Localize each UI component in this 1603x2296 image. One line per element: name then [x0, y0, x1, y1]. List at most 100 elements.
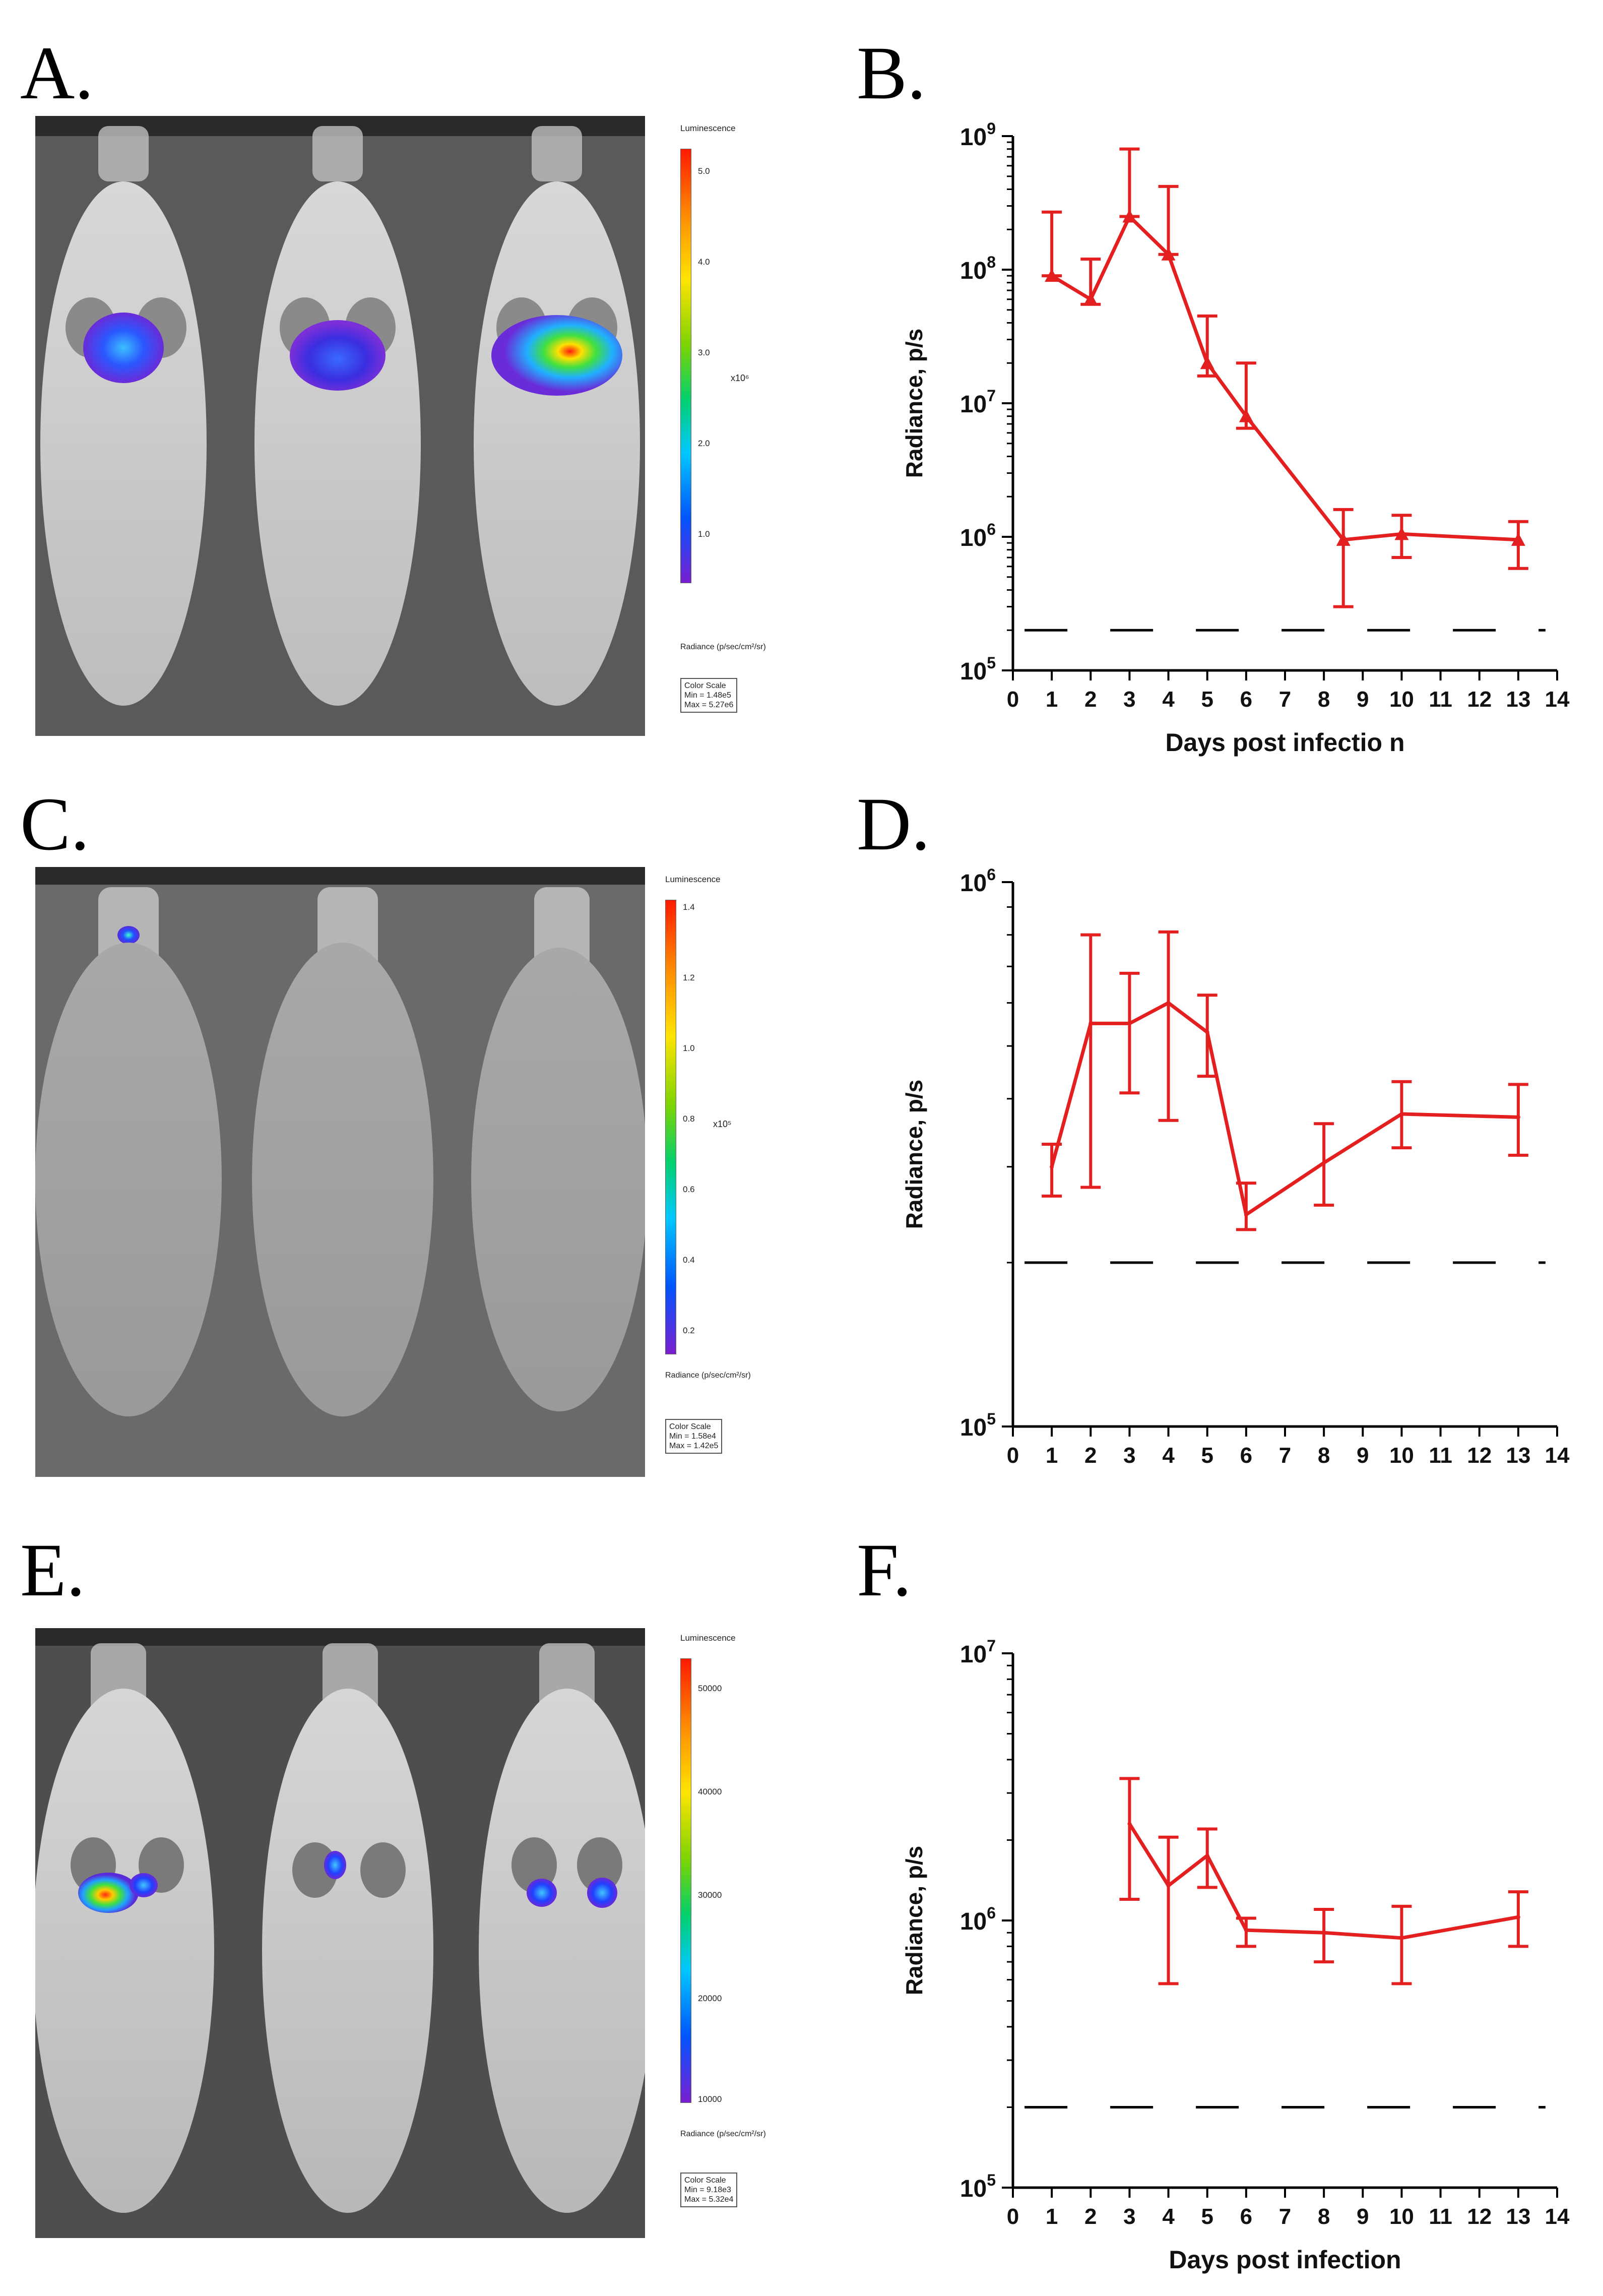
- legend-tick: 1.2: [683, 973, 695, 982]
- x-tick-label: 11: [1429, 687, 1452, 712]
- x-tick-label: 4: [1162, 687, 1175, 712]
- x-tick-label: 2: [1084, 1443, 1097, 1468]
- x-tick-label: 6: [1240, 1443, 1252, 1468]
- y-tick-label: 106: [960, 865, 996, 897]
- legend-radiance-units: Radiance (p/sec/cm²/sr): [665, 1371, 751, 1380]
- scale-title: Color Scale: [684, 681, 726, 690]
- scale-min: Min = 1.58e4: [669, 1432, 716, 1441]
- x-tick-label: 9: [1357, 1443, 1369, 1468]
- x-tick-label: 2: [1084, 687, 1097, 712]
- x-tick-label: 11: [1429, 2204, 1452, 2229]
- y-axis-title: Radiance, p/s: [901, 1846, 927, 1996]
- scale-min: Min = 1.48e5: [684, 691, 731, 700]
- data-point: [1083, 292, 1098, 305]
- x-tick-label: 0: [1007, 687, 1019, 712]
- legend-tick: 5.0: [698, 166, 710, 176]
- data-point: [1336, 532, 1351, 546]
- data-point: [1205, 1853, 1209, 1858]
- data-point: [1516, 1915, 1520, 1919]
- data-point: [1166, 1001, 1171, 1005]
- series-line: [1051, 213, 1519, 542]
- legend-color-bar: [680, 1658, 691, 2103]
- series-line: [1050, 1001, 1518, 1218]
- hamster-3: [474, 126, 640, 706]
- y-axis-title: Radiance, p/s: [901, 329, 927, 478]
- y-tick-label: 107: [960, 1637, 996, 1668]
- y-tick-label: 109: [960, 119, 996, 151]
- y-tick-label: 107: [960, 387, 996, 418]
- x-axis-title: Days post infectio n: [1165, 728, 1404, 757]
- x-tick-label: 3: [1123, 1443, 1135, 1468]
- hamster-2: [262, 1643, 433, 2213]
- hamster-1: [35, 1643, 214, 2213]
- x-tick-label: 1: [1046, 1443, 1058, 1468]
- data-point: [1200, 356, 1214, 369]
- x-tick-label: 0: [1007, 2204, 1019, 2229]
- x-tick-label: 4: [1162, 2204, 1175, 2229]
- x-tick-label: 14: [1545, 687, 1570, 712]
- data-point: [1239, 409, 1253, 422]
- legend-color-bar: [680, 149, 691, 583]
- data-point: [1322, 1160, 1326, 1165]
- x-tick-label: 7: [1279, 2204, 1291, 2229]
- legend-radiance-units: Radiance (p/sec/cm²/sr): [680, 643, 766, 651]
- y-tick-label: 106: [960, 520, 996, 551]
- data-point: [1127, 1021, 1132, 1026]
- legend-tick: 0.6: [683, 1185, 695, 1194]
- legend-exponent: x10⁶: [731, 373, 749, 383]
- scale-min: Min = 9.18e3: [684, 2186, 731, 2194]
- legend-tick: 10000: [698, 2094, 722, 2104]
- legend-tick: 0.8: [683, 1114, 695, 1124]
- data-point: [1244, 1928, 1248, 1933]
- panel-label-d: D.: [857, 782, 930, 866]
- x-tick-label: 12: [1467, 2204, 1492, 2229]
- x-tick-label: 5: [1201, 2204, 1213, 2229]
- data-point: [1511, 532, 1525, 546]
- legend-tick: 4.0: [698, 257, 710, 267]
- x-tick-label: 9: [1357, 687, 1369, 712]
- legend-tick: 3.0: [698, 348, 710, 357]
- hamster-1: [35, 887, 222, 1416]
- legend-color-scale-box: Color Scale Min = 9.18e3 Max = 5.32e4: [680, 2173, 738, 2207]
- data-point: [1088, 1021, 1093, 1026]
- data-point: [1322, 1931, 1326, 1935]
- data-point: [1045, 269, 1059, 282]
- panel-label-e: E.: [20, 1528, 86, 1612]
- x-tick-label: 12: [1467, 687, 1492, 712]
- chart-d: 105 106 0 1 2 3 4 5 6 7 8 9 10 11 12 13 14 Radiance, p/s: [887, 865, 1582, 1505]
- hamster-1: [40, 126, 207, 706]
- legend-tick: 1.0: [683, 1043, 695, 1053]
- bioluminescence-image-a: [35, 116, 645, 736]
- legend-tick: 0.4: [683, 1255, 695, 1265]
- legend-exponent: x10⁵: [713, 1119, 732, 1129]
- legend-color-scale-box: Color Scale Min = 1.48e5 Max = 5.27e6: [680, 678, 738, 713]
- data-point: [1516, 1115, 1520, 1120]
- y-tick-label: 105: [960, 654, 996, 685]
- data-point: [1161, 247, 1176, 261]
- legend-tick: 20000: [698, 1994, 722, 2003]
- legend-tick: 30000: [698, 1890, 722, 1900]
- x-tick-label: 4: [1162, 1443, 1175, 1468]
- x-tick-label: 3: [1123, 2204, 1135, 2229]
- x-tick-label: 5: [1201, 1443, 1213, 1468]
- x-tick-label: 13: [1506, 1443, 1530, 1468]
- y-tick-label: 105: [960, 2171, 996, 2202]
- x-tick-label: 5: [1201, 687, 1213, 712]
- x-tick-label: 6: [1240, 2204, 1252, 2229]
- legend-tick: 0.2: [683, 1326, 695, 1335]
- scale-max: Max = 5.32e4: [684, 2195, 734, 2204]
- color-scale-legend-a: Luminescence 5.0 4.0 3.0 2.0 1.0 x10⁶ Ra…: [673, 123, 789, 728]
- hamster-2: [252, 887, 433, 1416]
- legend-tick: 2.0: [698, 439, 710, 448]
- data-point: [1166, 1883, 1171, 1888]
- hamster-2: [254, 126, 421, 706]
- panel-label-c: C.: [20, 782, 90, 866]
- x-tick-label: 14: [1545, 2204, 1570, 2229]
- y-tick-label: 108: [960, 253, 996, 284]
- hamster-3: [471, 887, 645, 1411]
- legend-color-scale-box: Color Scale Min = 1.58e4 Max = 1.42e5: [665, 1419, 723, 1454]
- data-point: [1050, 1164, 1054, 1169]
- scale-title: Color Scale: [669, 1422, 711, 1431]
- data-point: [1127, 1822, 1132, 1826]
